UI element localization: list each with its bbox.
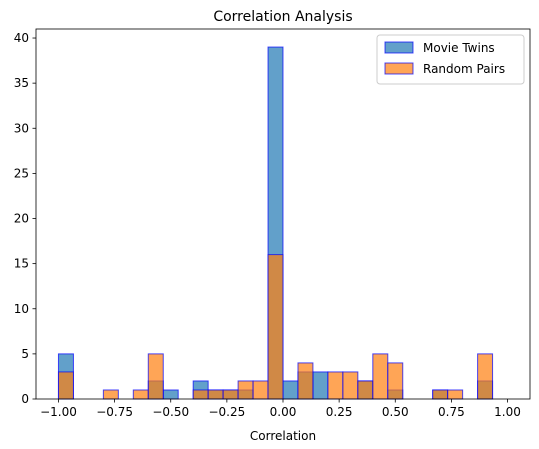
x-tick-label: 0.00 [270,405,297,419]
x-tick-label: 1.00 [494,405,521,419]
legend-swatch [384,41,414,54]
y-tick-label: 15 [14,257,29,271]
histogram-bar [237,380,254,400]
legend-label: Random Pairs [423,62,505,76]
histogram-bar [252,380,269,400]
legend-box [376,34,525,85]
x-tick-label: −0.50 [152,405,189,419]
x-axis-label: Correlation [250,429,316,443]
series-random-pairs [57,254,494,400]
legend-label: Movie Twins [423,41,495,55]
histogram-bar [447,389,464,400]
bars-layer [57,46,494,400]
histogram-bar [57,371,74,400]
histogram-bar [357,380,374,400]
histogram-bar [102,389,119,400]
histogram-bar [387,362,404,400]
histogram-bar [162,389,179,400]
histogram-bar [327,371,344,400]
y-tick-label: 10 [14,302,29,316]
y-tick-label: 40 [14,31,29,45]
x-tick-label: −1.00 [40,405,77,419]
chart-title: Correlation Analysis [213,9,352,25]
y-axis-ticks: 0 5 10 15 20 25 30 35 40 [14,31,36,406]
y-tick-label: 5 [21,347,29,361]
legend: Movie Twins Random Pairs [376,34,525,85]
histogram-bar [372,353,389,400]
x-tick-label: −0.25 [208,405,245,419]
histogram-bar [282,380,299,400]
histogram-bar [477,353,494,400]
x-tick-label: 0.75 [438,405,465,419]
y-tick-label: 0 [21,392,29,406]
y-tick-label: 20 [14,212,29,226]
histogram-bar [207,389,224,400]
y-tick-label: 35 [14,76,29,90]
histogram-bar [432,389,449,400]
histogram-bar [312,371,329,400]
x-axis-ticks: −1.00 −0.75 −0.50 −0.25 0.00 0.25 0.50 0.75 1.00 [40,399,521,419]
x-tick-label: 0.25 [326,405,353,419]
y-tick-label: 25 [14,166,29,180]
histogram-bar [147,353,164,400]
histogram-bar [222,389,239,400]
x-tick-label: 0.50 [382,405,409,419]
histogram-bar [132,389,149,400]
x-tick-label: −0.75 [96,405,133,419]
y-tick-label: 30 [14,121,29,135]
histogram-bar [342,371,359,400]
legend-swatch [384,62,414,75]
histogram-bar [267,254,284,400]
histogram-bar [297,362,314,400]
histogram-bar [192,389,209,400]
